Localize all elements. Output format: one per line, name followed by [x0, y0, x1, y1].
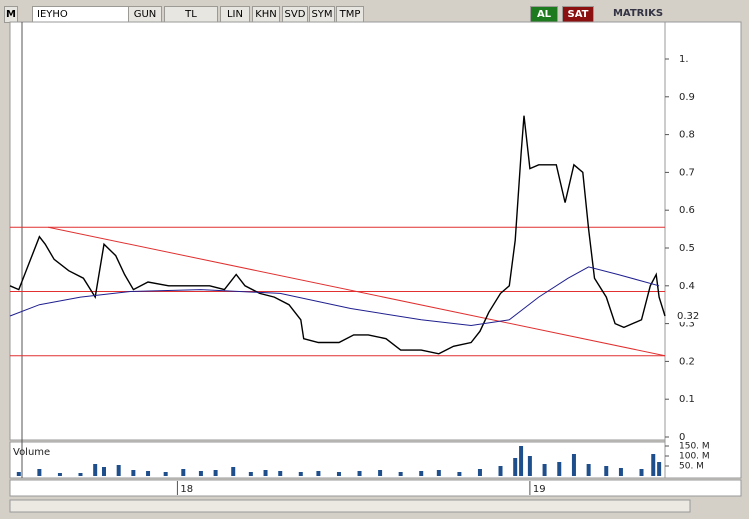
toolbar-button[interactable]: TMP [336, 6, 364, 23]
volume-bar [651, 454, 656, 476]
last-price-label: 0.32 [677, 311, 699, 322]
y-tick-label: 0.4 [679, 281, 695, 292]
volume-bar [101, 467, 106, 476]
volume-bar [639, 469, 644, 476]
y-tick-label: 0 [679, 432, 685, 443]
volume-bar [146, 471, 151, 476]
volume-bar [477, 469, 482, 476]
volume-bar [378, 470, 383, 476]
y-tick-label: 0.2 [679, 356, 695, 367]
volume-bar [78, 473, 83, 476]
volume-bar [618, 468, 623, 476]
volume-bar [513, 458, 518, 476]
y-tick-label: 0.8 [679, 130, 695, 141]
volume-bar [557, 462, 562, 476]
y-tick-label: 0.6 [679, 205, 695, 216]
volume-bar [131, 470, 136, 476]
volume-bar [57, 473, 62, 476]
volume-bar [181, 469, 186, 476]
volume-bar [657, 462, 662, 476]
volume-bar [198, 471, 203, 476]
volume-bar [527, 456, 532, 476]
brand: MATRIKS [612, 8, 664, 19]
volume-bar [604, 466, 609, 476]
volume-bar [93, 464, 98, 476]
volume-bar [586, 464, 591, 476]
volume-bar [116, 465, 121, 476]
trendline [48, 226, 666, 357]
volume-bar [278, 471, 283, 476]
volume-bar [571, 454, 576, 476]
volume-bar [519, 446, 524, 476]
volume-bar [298, 472, 303, 476]
y-tick-label: 50. M [679, 462, 704, 472]
volume-bar [316, 471, 321, 476]
series-line [9, 266, 660, 327]
y-tick-label: 100. M [679, 452, 710, 462]
y-tick-label: 0.1 [679, 394, 695, 405]
volume-bar [37, 469, 42, 476]
volume-bar [16, 472, 21, 476]
volume-bar [263, 470, 268, 476]
toolbar-button[interactable]: SYM [309, 6, 335, 23]
date-axis [9, 479, 742, 497]
panel-title: Volume [13, 447, 50, 458]
y-tick-label: 0.5 [679, 243, 695, 254]
volume-bar [436, 470, 441, 476]
volume-bar [336, 472, 341, 476]
y-tick-label: 150. M [679, 442, 710, 452]
y-tick-label: 0.3 [679, 319, 695, 330]
volume-bar [248, 472, 253, 476]
volume-bar [498, 466, 503, 476]
y-tick-label: 0.9 [679, 92, 695, 103]
volume-bar [398, 472, 403, 476]
axis-panel [664, 21, 742, 479]
y-tick-label: 1. [679, 54, 689, 65]
x-tick-label: 19 [533, 484, 546, 495]
volume-bar [163, 472, 168, 476]
scrollbar [9, 499, 691, 513]
x-tick-label: 18 [180, 484, 193, 495]
volume-bar [231, 467, 236, 476]
series-line [9, 115, 666, 355]
volume-bar [213, 470, 218, 476]
volume-bar [419, 471, 424, 476]
volume-bar [542, 464, 547, 476]
volume-bar [357, 471, 362, 476]
volume-bar [457, 472, 462, 476]
last-price-box [675, 310, 703, 323]
y-tick-label: 0.7 [679, 167, 695, 178]
price-panel [9, 21, 666, 441]
